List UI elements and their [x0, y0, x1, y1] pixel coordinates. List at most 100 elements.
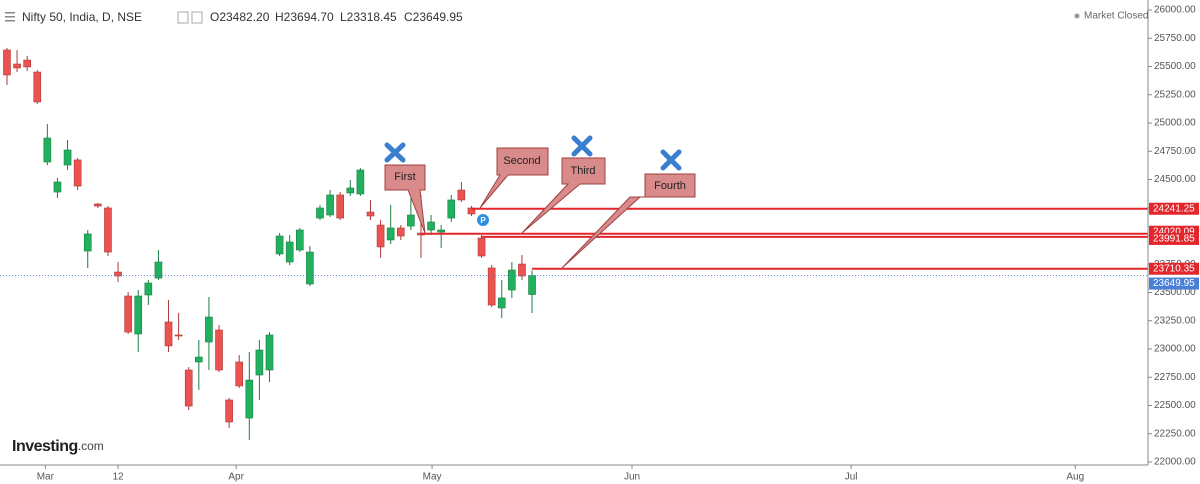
candle: [53, 178, 62, 199]
candle: [285, 234, 294, 266]
candle: [376, 220, 385, 258]
candle: [134, 290, 143, 353]
candle: [195, 339, 203, 391]
candle: [114, 261, 122, 282]
candle: [487, 265, 496, 307]
candle-body: [396, 227, 405, 237]
candle-body: [356, 169, 365, 195]
x-tick-label: Mar: [37, 472, 55, 483]
candle-body: [83, 233, 92, 252]
candle-body: [487, 267, 496, 306]
candle-body: [447, 199, 456, 219]
candle-body: [528, 275, 536, 295]
annotation: First: [394, 171, 415, 183]
annotation: Third: [570, 165, 595, 177]
candle: [63, 139, 72, 171]
candle-body: [215, 329, 223, 371]
candle-body: [23, 59, 31, 68]
candle-body: [518, 263, 526, 277]
last-price-label: 23649.95: [1153, 278, 1195, 289]
status-dot: [1074, 13, 1080, 19]
y-tick-label: 25250.00: [1154, 89, 1196, 100]
candle-body: [73, 159, 82, 187]
y-tick-label: 26000.00: [1154, 5, 1196, 16]
candle-body: [326, 194, 334, 216]
candle-body: [477, 237, 486, 257]
candle-body: [3, 49, 11, 76]
candle-body: [184, 369, 193, 407]
candle: [164, 299, 173, 353]
candle: [73, 158, 82, 191]
candle: [104, 206, 112, 257]
candle-body: [104, 207, 112, 253]
candle-body: [124, 295, 132, 333]
candle: [316, 205, 324, 221]
last-price-box: [1149, 277, 1199, 290]
y-tick-label: 22750.00: [1154, 372, 1196, 383]
callout-second: Second: [479, 147, 549, 209]
svg-text:P: P: [480, 216, 486, 225]
candle-body: [336, 194, 344, 219]
logo: Investing.com: [12, 438, 104, 455]
candle: [346, 179, 355, 196]
level-price-label: 23991.85: [1153, 234, 1195, 245]
grid-layer: [44, 9, 1152, 469]
candle: [407, 198, 415, 231]
callout-third: Third: [521, 157, 606, 234]
candle: [13, 50, 21, 73]
y-tick-label: 24750.00: [1154, 146, 1196, 157]
level-price-label: 23710.35: [1153, 263, 1195, 274]
candle: [396, 225, 405, 240]
callout-fourth: Fourth: [561, 173, 696, 269]
candle: [33, 70, 42, 105]
compare-icon[interactable]: [191, 11, 203, 24]
candle-body: [285, 241, 294, 263]
candle-body: [13, 63, 21, 69]
candle-body: [195, 356, 203, 363]
candle-body: [174, 334, 183, 337]
candle: [528, 270, 536, 314]
candle: [366, 200, 375, 221]
y-tick-label: 23250.00: [1154, 315, 1196, 326]
candle-body: [205, 316, 213, 343]
candle-body: [427, 221, 435, 231]
y-tick-label: 25000.00: [1154, 118, 1196, 129]
candle: [356, 167, 365, 196]
candle: [205, 297, 213, 371]
candle: [427, 214, 435, 235]
candle-body: [306, 251, 314, 285]
candle: [477, 234, 486, 258]
candle: [255, 339, 264, 400]
candle: [275, 233, 284, 257]
candle: [144, 279, 153, 305]
candle: [265, 332, 274, 382]
level-price-box: [1149, 262, 1199, 275]
menu-icon[interactable]: [5, 12, 15, 22]
y-tick-label: 23500.00: [1154, 287, 1196, 298]
candle-body: [457, 189, 466, 201]
candle-body: [295, 229, 304, 251]
ohlc-close: C23649.95: [404, 10, 463, 24]
candle: [225, 398, 233, 428]
candle-body: [316, 207, 324, 219]
level-price-box: [1149, 202, 1199, 215]
settings-icon[interactable]: [177, 11, 189, 24]
candle: [508, 261, 516, 298]
x-tick-label: Apr: [228, 472, 244, 483]
candle-body: [53, 181, 62, 193]
candle: [437, 225, 445, 248]
annotation: Second: [503, 155, 540, 167]
x-tick-label: Jul: [845, 472, 858, 483]
level-price-box: [1149, 232, 1199, 245]
y-tick-label: 22500.00: [1154, 400, 1196, 411]
candle-body: [497, 297, 506, 309]
y-tick-label: 25500.00: [1154, 61, 1196, 72]
candle-body: [407, 214, 415, 227]
candle: [23, 55, 31, 72]
callout-first: First: [384, 164, 426, 234]
y-tick-label: 23000.00: [1154, 344, 1196, 355]
mark-layer: [0, 47, 1148, 440]
candle-body: [376, 224, 385, 248]
candle: [154, 250, 163, 280]
